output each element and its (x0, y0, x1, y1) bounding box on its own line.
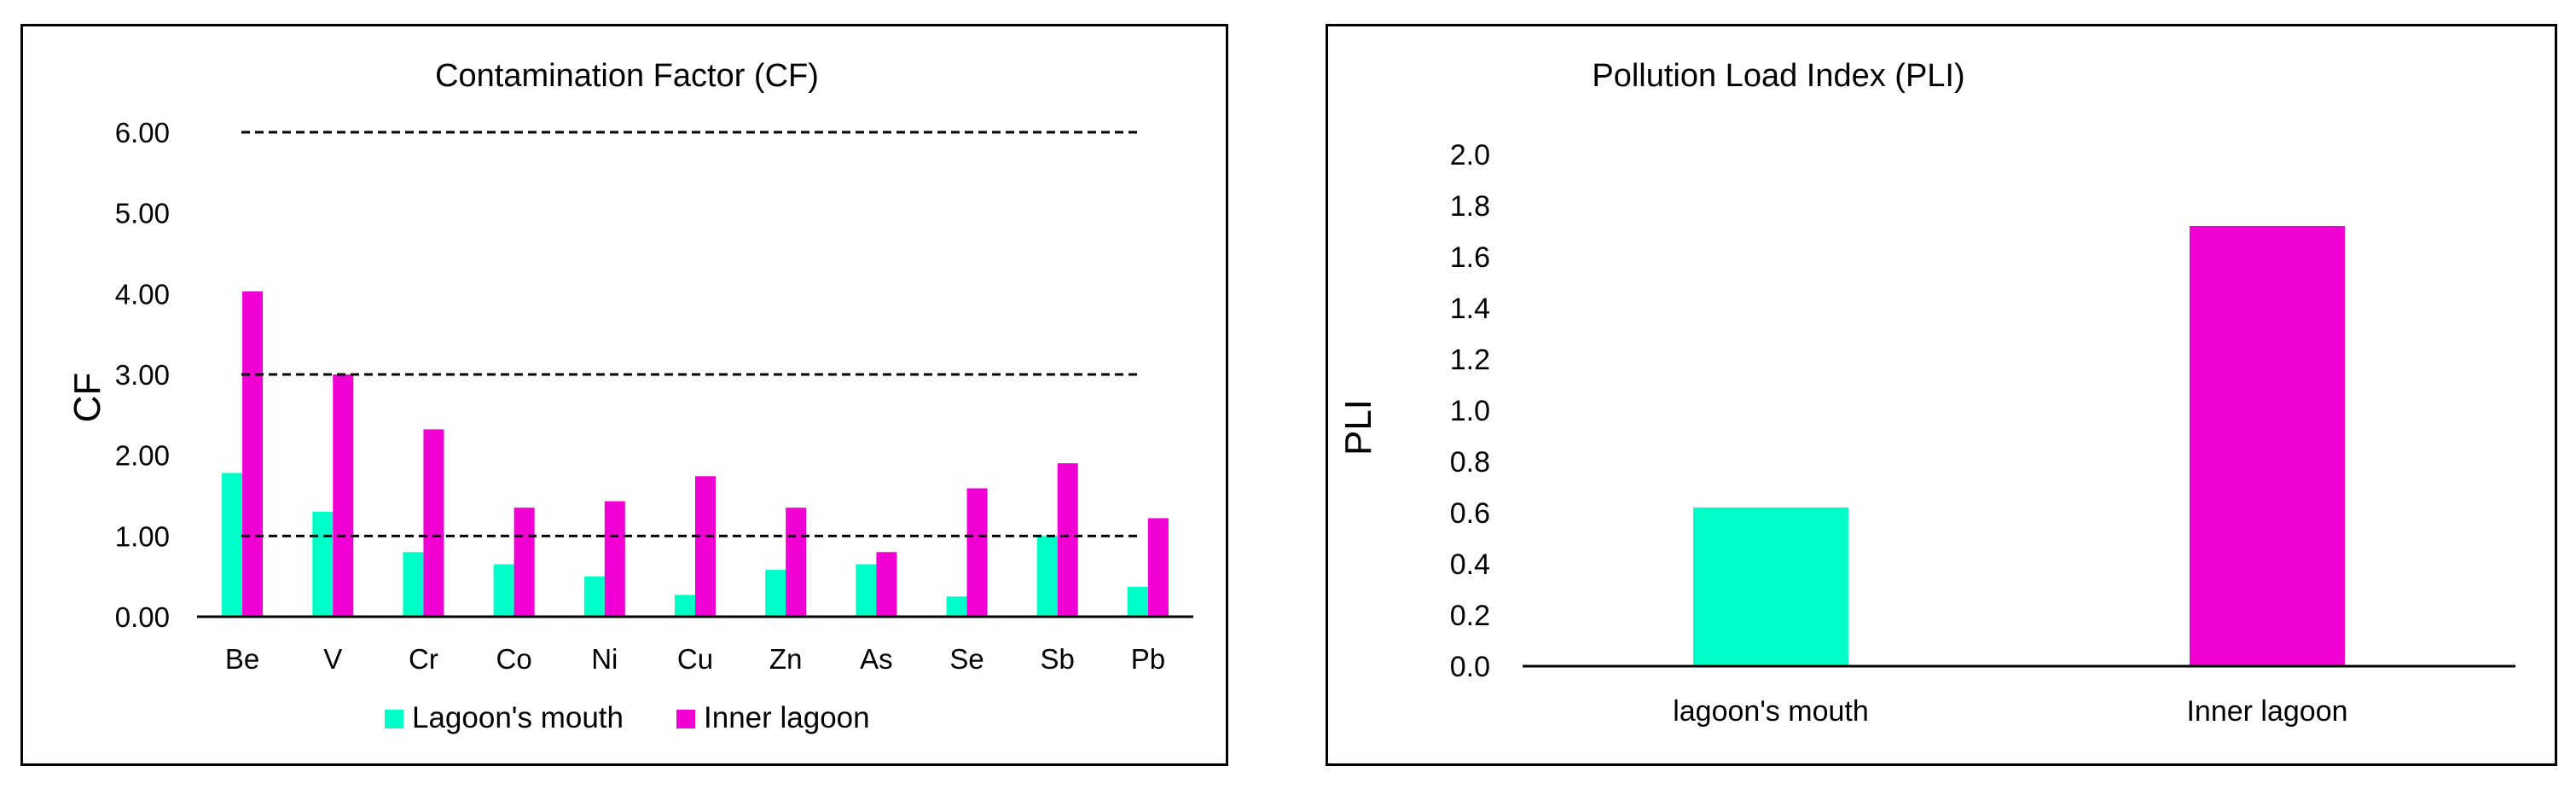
cf-bar-inner (695, 476, 716, 617)
pli-chart: Pollution Load Index (PLI) PLI 0.0 0.2 0.4… (1337, 58, 2515, 728)
pli-chart-title: Pollution Load Index (PLI) (1592, 58, 1964, 94)
cf-bar-inner (242, 291, 264, 617)
pli-x-tick-label: lagoon's mouth (1673, 695, 1869, 728)
pli-y-tick-label: 0.2 (1450, 600, 1490, 632)
legend-swatch-inner (676, 710, 695, 728)
cf-bar-mouth (403, 552, 424, 617)
cf-bar-mouth (1036, 536, 1058, 617)
pli-y-tick-label: 0.8 (1450, 446, 1490, 479)
cf-x-tick-label: Zn (769, 643, 803, 675)
cf-x-ticks: Be V Cr Co Ni Cu Zn As Se Sb Pb (225, 643, 1165, 675)
pli-bar (1693, 508, 1848, 666)
cf-bar-mouth (312, 511, 334, 617)
cf-x-tick-label: V (323, 643, 342, 675)
cf-bar-inner (786, 508, 807, 617)
cf-reference-lines (241, 131, 1142, 537)
pli-y-tick-label: 2.0 (1450, 139, 1490, 171)
pli-chart-panel: Pollution Load Index (PLI) PLI 0.0 0.2 0.4… (1326, 24, 2557, 766)
pli-y-tick-label: 1.6 (1450, 241, 1490, 274)
cf-bar-mouth (222, 473, 243, 617)
cf-x-tick-label: Sb (1041, 643, 1075, 675)
pli-y-tick-label: 1.2 (1450, 344, 1490, 376)
cf-x-tick-label: Cu (677, 643, 713, 675)
pli-bar (2190, 226, 2345, 666)
cf-y-tick-label: 4.00 (115, 278, 170, 310)
cf-bar-mouth (493, 564, 514, 617)
cf-y-tick-label: 2.00 (115, 440, 170, 472)
pli-y-tick-label: 0.4 (1450, 548, 1490, 581)
cf-x-tick-label: Cr (409, 643, 438, 675)
legend-label-inner: Inner lagoon (704, 701, 870, 734)
cf-bar-mouth (856, 564, 877, 617)
cf-bar-inner (1147, 518, 1169, 617)
cf-y-tick-label: 6.00 (115, 117, 170, 148)
cf-bar-inner (333, 374, 354, 617)
pli-y-tick-label: 1.8 (1450, 190, 1490, 223)
cf-bar-inner (604, 501, 625, 617)
pli-y-tick-label: 1.0 (1450, 395, 1490, 427)
cf-bar-inner (423, 429, 444, 617)
cf-bar-mouth (765, 570, 786, 617)
cf-y-tick-label: 3.00 (115, 359, 170, 391)
cf-bar-inner (876, 552, 897, 617)
cf-y-tick-label: 5.00 (115, 198, 170, 229)
cf-x-tick-label: Ni (591, 643, 618, 675)
legend-swatch-mouth (385, 710, 403, 728)
pli-y-tick-label: 1.4 (1450, 293, 1490, 325)
cf-chart-title: Contamination Factor (CF) (435, 58, 819, 94)
cf-bar-mouth (675, 595, 695, 617)
pli-bars (1693, 226, 2345, 666)
cf-chart-panel: Contamination Factor (CF) CF 0.00 1.00 2.0… (20, 24, 1228, 766)
cf-x-tick-label: Be (225, 643, 259, 675)
cf-bar-inner (966, 488, 988, 617)
cf-chart: Contamination Factor (CF) CF 0.00 1.00 2.0… (67, 58, 1193, 734)
cf-y-tick-label: 0.00 (115, 601, 170, 633)
cf-x-tick-label: Pb (1131, 643, 1165, 675)
cf-bar-inner (1057, 463, 1078, 617)
cf-bars (222, 291, 1169, 617)
pli-y-axis-label: PLI (1337, 399, 1379, 455)
cf-x-tick-label: Se (949, 643, 983, 675)
pli-y-tick-label: 0.0 (1450, 651, 1490, 683)
cf-y-axis-label: CF (67, 373, 108, 423)
pli-y-tick-label: 0.6 (1450, 497, 1490, 530)
cf-bar-mouth (583, 576, 605, 617)
pli-y-ticks: 0.0 0.2 0.4 0.6 0.8 1.0 1.2 1.4 1.6 1.8 2.0 (1450, 139, 1490, 683)
cf-x-tick-label: As (860, 643, 893, 675)
cf-y-ticks: 0.00 1.00 2.00 3.00 4.00 5.00 6.00 (115, 117, 170, 633)
cf-bar-inner (513, 508, 535, 617)
cf-bar-mouth (946, 596, 967, 617)
pli-x-tick-label: Inner lagoon (2186, 695, 2347, 728)
pli-x-ticks: lagoon's mouth Inner lagoon (1673, 695, 2347, 728)
cf-x-tick-label: Co (496, 643, 532, 675)
cf-y-tick-label: 1.00 (115, 520, 170, 552)
cf-legend: Lagoon's mouth Inner lagoon (385, 701, 870, 734)
legend-label-mouth: Lagoon's mouth (412, 701, 624, 734)
cf-bar-mouth (1127, 586, 1148, 617)
